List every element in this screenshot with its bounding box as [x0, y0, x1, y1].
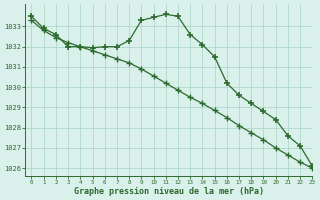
- X-axis label: Graphe pression niveau de la mer (hPa): Graphe pression niveau de la mer (hPa): [74, 187, 264, 196]
